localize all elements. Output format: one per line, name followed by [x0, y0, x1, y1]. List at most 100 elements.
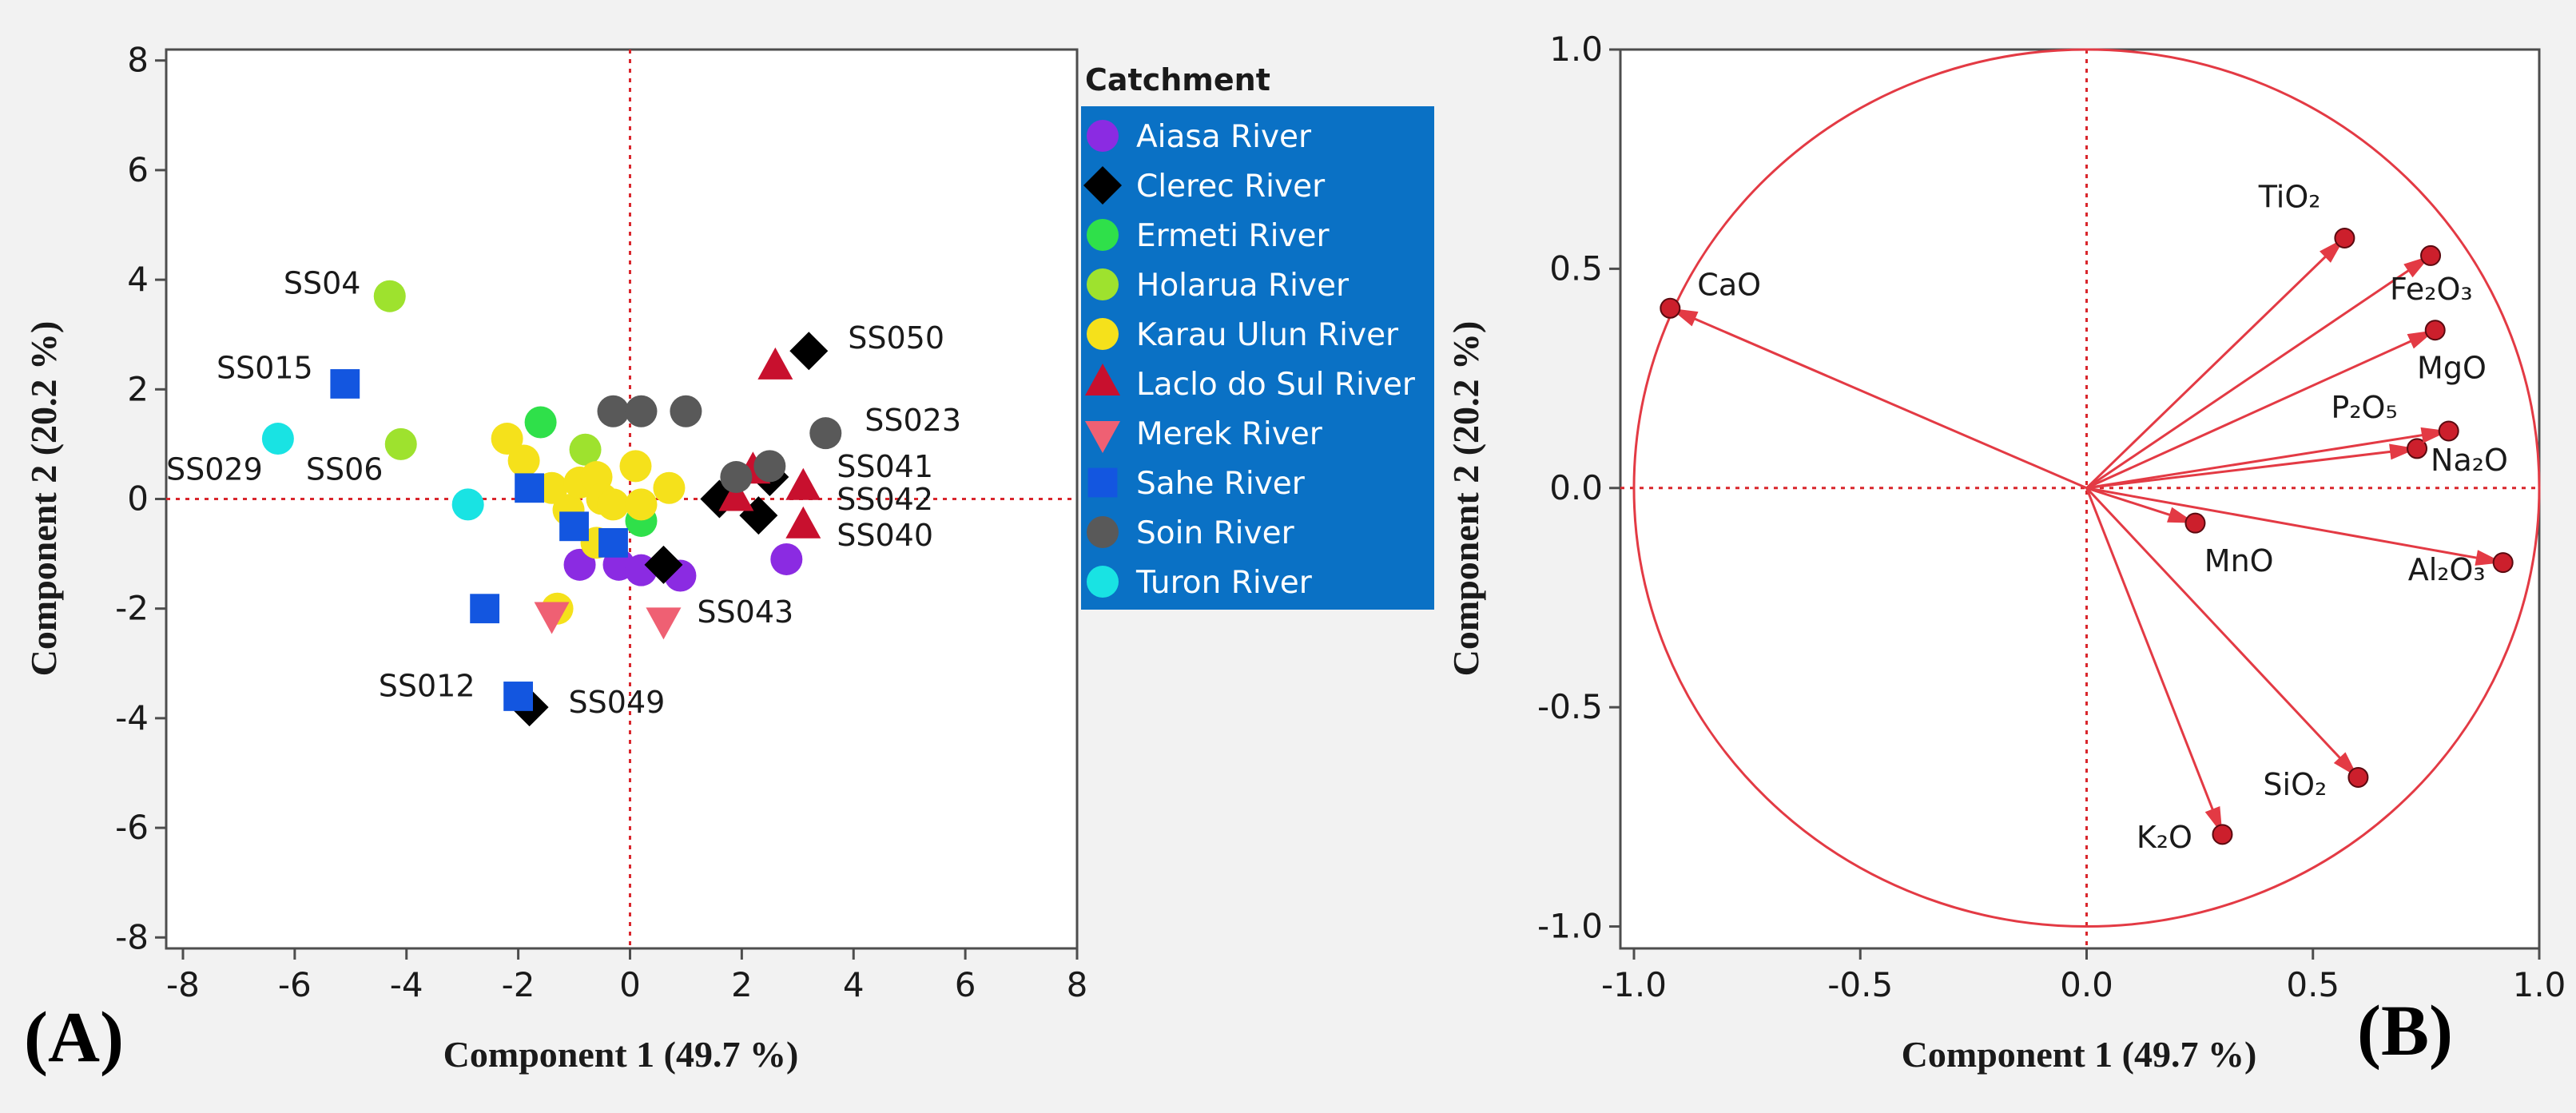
legend-marker — [1087, 268, 1119, 300]
score-point — [330, 369, 360, 399]
score-plot-ytick-label: -6 — [115, 808, 149, 847]
loading-point — [2424, 320, 2446, 341]
loading-plot-reference-lines — [1620, 50, 2539, 948]
loading-point — [2212, 824, 2233, 845]
sample-label: SS029 — [166, 451, 263, 487]
legend-item-label: Karau Ulun River — [1136, 317, 1399, 353]
sample-label: SS041 — [837, 449, 933, 484]
loading-label: SiO₂ — [2263, 767, 2327, 802]
legend-marker — [1087, 467, 1118, 498]
score-plot-xtick-label: 6 — [955, 965, 976, 1004]
panel-label-b: (B) — [2357, 992, 2453, 1071]
sample-label: SS012 — [379, 668, 475, 703]
legend-item-label: Aiasa River — [1136, 119, 1312, 155]
legend-item-label: Merek River — [1136, 416, 1323, 452]
legend-item-label: Turon River — [1135, 565, 1313, 601]
legend-item-label: Laclo do Sul River — [1136, 367, 1416, 403]
loading-vector — [2086, 429, 2449, 490]
score-point — [757, 347, 793, 380]
score-point — [261, 423, 294, 455]
score-point — [644, 545, 683, 584]
legend-marker — [1085, 364, 1120, 396]
panel-label-a: (A) — [24, 998, 124, 1077]
score-point — [619, 450, 652, 483]
score-point — [625, 395, 658, 427]
loading-plot-ytick-label: 1.0 — [1549, 30, 1603, 69]
score-point — [597, 488, 630, 521]
loading-plot-xtick-label: 1.0 — [2513, 965, 2566, 1004]
score-point — [653, 471, 686, 504]
sample-label: SS04 — [284, 265, 361, 300]
score-point — [373, 280, 406, 312]
loading-point — [1660, 297, 1681, 319]
score-plot-xlabel: Component 1 (49.7 %) — [443, 1034, 799, 1075]
score-point — [785, 506, 821, 539]
loading-plot-ytick-label: 0.5 — [1549, 248, 1603, 288]
loading-label: P₂O₅ — [2331, 390, 2397, 425]
score-plot-ytick-label: 2 — [127, 369, 149, 408]
score-plot-xtick-label: 8 — [1067, 965, 1088, 1004]
legend-item-label: Soin River — [1136, 515, 1295, 551]
score-plot-points — [261, 280, 842, 727]
score-plot-reference-lines — [166, 50, 1077, 948]
loading-label: K₂O — [2137, 820, 2192, 855]
legend-title: Catchment — [1085, 62, 1270, 97]
legend-marker — [1087, 219, 1119, 251]
sample-label: SS043 — [697, 594, 793, 630]
loading-point — [2492, 552, 2514, 574]
score-point — [569, 433, 602, 466]
loading-vector — [1669, 307, 2088, 490]
loading-point — [2407, 438, 2428, 459]
score-point — [491, 423, 523, 455]
loading-plot-vectors: CaO TiO₂ Fe₂O₃ MgO P₂O₅ Na₂O MnO Al₂O₃ SiO₂ K₂O — [1632, 48, 2541, 928]
score-plot-xtick-label: -6 — [278, 965, 312, 1004]
score-point — [451, 488, 484, 521]
loading-label: CaO — [1697, 267, 1761, 302]
legend-item-label: Holarua River — [1136, 268, 1350, 304]
legend-item-label: Sahe River — [1136, 466, 1306, 502]
sample-label: SS040 — [837, 518, 933, 553]
loading-plot-ylabel: Component 2 (20.2 %) — [1445, 321, 1486, 677]
loading-plot-ytick-label: -1.0 — [1537, 907, 1603, 946]
loading-vector — [2085, 237, 2346, 489]
loading-vector — [2085, 328, 2436, 490]
loading-label: TiO₂ — [2258, 180, 2321, 215]
score-plot-ytick-label: -4 — [115, 698, 149, 737]
score-point — [384, 427, 417, 460]
legend-marker — [1087, 318, 1119, 350]
loading-point — [2438, 420, 2459, 442]
sample-label: SS023 — [865, 403, 961, 438]
loading-point — [2420, 244, 2442, 266]
score-point — [718, 479, 754, 511]
legend-marker — [1087, 566, 1119, 598]
legend-box — [1081, 106, 1434, 610]
loading-label: Al₂O₃ — [2408, 552, 2486, 587]
score-point — [785, 467, 821, 500]
score-plot-xtick-label: 4 — [843, 965, 865, 1004]
loading-point — [2184, 512, 2206, 534]
score-point — [598, 527, 628, 558]
legend-marker — [1087, 120, 1119, 152]
score-plot-ytick-label: 4 — [127, 260, 149, 299]
score-plot-ytick-label: 0 — [127, 479, 149, 519]
loading-vector — [2085, 487, 2224, 835]
loading-plot-xlabel: Component 1 (49.7 %) — [1902, 1034, 2257, 1075]
loading-plot-xtick-label: -1.0 — [1601, 965, 1667, 1004]
sample-label: SS049 — [569, 685, 666, 720]
score-point — [563, 548, 596, 581]
score-plot-ticks: -8 -6 -4 -2 0 2 4 6 8 -8 -6 -4 -2 0 2 4 6 8 — [115, 41, 1087, 1004]
loading-vector — [2086, 487, 2503, 564]
loading-label: MnO — [2204, 543, 2274, 578]
loading-plot-xtick-label: 0.5 — [2286, 965, 2339, 1004]
legend-marker — [1087, 516, 1119, 548]
loading-label: Fe₂O₃ — [2390, 272, 2473, 307]
unit-circle — [1632, 48, 2541, 928]
score-point — [720, 461, 753, 494]
score-point — [646, 607, 682, 640]
score-plot-panel: -8 -6 -4 -2 0 2 4 6 8 -8 -6 -4 -2 0 2 4 6 8 SS04 SS015 SS02… — [23, 41, 1434, 1077]
loading-label: MgO — [2417, 351, 2487, 386]
score-point — [503, 682, 534, 711]
legend-item-label: Clerec River — [1136, 169, 1326, 205]
